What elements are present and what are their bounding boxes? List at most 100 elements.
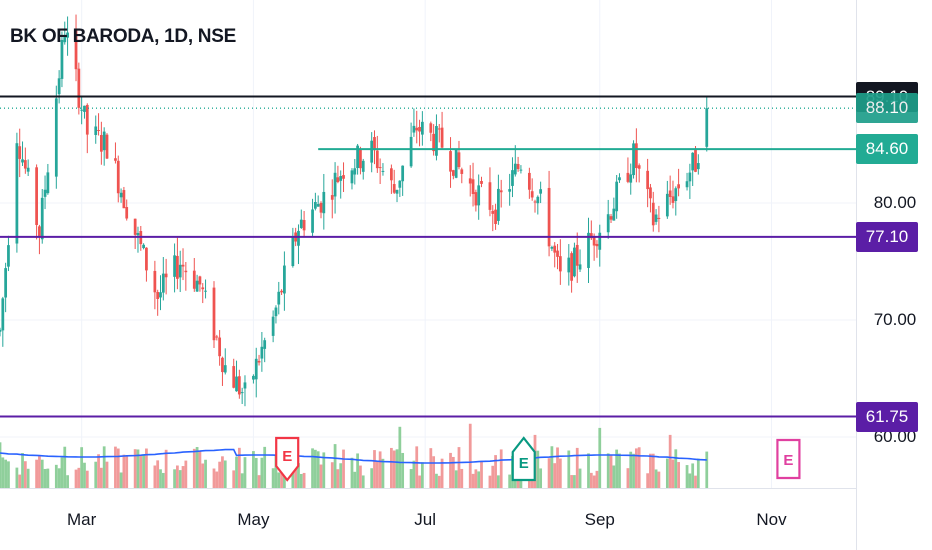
volume-bar — [232, 470, 236, 488]
volume-bar — [440, 458, 444, 488]
candle — [322, 173, 326, 230]
candle-body — [626, 172, 630, 182]
candle-body — [556, 250, 559, 257]
candle-body — [381, 170, 385, 172]
candle-body — [451, 170, 455, 176]
candle-body — [499, 190, 503, 193]
volume-bar — [18, 474, 22, 488]
candle-body — [471, 179, 475, 195]
candle-body — [15, 143, 19, 244]
volume-bar — [547, 458, 551, 488]
candle — [252, 374, 255, 384]
volume-bar — [370, 468, 374, 488]
candle — [77, 62, 81, 115]
candle-body — [530, 191, 534, 198]
candle-body — [595, 243, 599, 247]
candle — [654, 209, 658, 225]
earnings-marker-pink[interactable]: E — [776, 438, 801, 480]
candle-body — [204, 290, 207, 292]
candle-body — [606, 214, 610, 233]
candle — [74, 14, 78, 82]
candle-body — [612, 208, 616, 221]
candle — [139, 225, 143, 251]
candle — [592, 233, 596, 261]
volume-bar — [696, 458, 700, 488]
candle-body — [159, 292, 162, 298]
candle — [192, 258, 196, 292]
earnings-marker-red[interactable]: E — [275, 436, 300, 482]
candle — [598, 224, 602, 267]
candle-body — [192, 270, 196, 289]
candle-body — [671, 196, 675, 203]
candle-body — [449, 151, 452, 172]
earnings-marker-teal[interactable]: E — [511, 436, 536, 482]
candle-body — [99, 135, 103, 152]
candle — [612, 197, 616, 221]
candle — [97, 113, 100, 136]
volume-bar — [609, 455, 613, 488]
candle-body — [252, 375, 255, 380]
candle-body — [38, 226, 41, 237]
candle-body — [322, 191, 326, 214]
candle — [618, 173, 621, 183]
candle — [215, 334, 219, 341]
candle-body — [494, 209, 497, 225]
volume-bar — [173, 469, 176, 488]
candle — [412, 108, 416, 137]
candle-body — [409, 136, 413, 167]
volume-bar — [429, 448, 433, 488]
candle — [142, 243, 145, 250]
volume-bar — [319, 464, 323, 488]
volume-bar — [356, 453, 359, 488]
volume-bar — [38, 455, 41, 488]
volume-bar — [471, 473, 475, 488]
volume-bar — [153, 465, 157, 488]
volume-bar — [499, 449, 503, 488]
candle — [18, 128, 22, 178]
candle-body — [319, 202, 323, 213]
candle — [116, 155, 120, 203]
volume-bar — [336, 469, 340, 488]
candle-body — [156, 292, 160, 299]
candle — [626, 157, 630, 184]
candle-body — [440, 127, 444, 148]
candle-body — [654, 214, 658, 222]
volume-bar — [688, 473, 692, 488]
volume-bar — [359, 465, 362, 488]
candle-body — [125, 207, 129, 219]
candle-body — [488, 182, 492, 210]
volume-bar — [322, 452, 326, 488]
candle-body — [63, 35, 67, 43]
candle-body — [657, 217, 661, 219]
candle — [260, 332, 264, 372]
volume-bar — [654, 469, 658, 488]
candle-body — [212, 287, 216, 341]
candle-body — [651, 202, 655, 226]
candle — [221, 356, 224, 386]
candle-body — [153, 270, 157, 293]
candle — [378, 158, 382, 184]
candle-body — [587, 232, 590, 268]
candle-body — [223, 365, 227, 373]
candle — [161, 257, 165, 301]
candle-body — [519, 169, 523, 171]
volume-bar — [398, 426, 402, 488]
candle — [350, 168, 354, 190]
price-badge-purple: 77.10 — [856, 221, 918, 252]
candle — [195, 274, 199, 292]
horizontal-levels[interactable] — [0, 95, 856, 418]
candle-body — [497, 188, 500, 221]
candle — [240, 387, 244, 404]
candle-body — [578, 264, 582, 270]
candle-body — [181, 264, 185, 267]
price-tick-label: 70.00 — [873, 310, 917, 329]
candle — [114, 142, 117, 164]
candle-body — [40, 197, 44, 240]
candle-body — [201, 287, 205, 290]
candle-body — [133, 218, 137, 235]
candle-body — [342, 175, 345, 179]
candle — [539, 181, 543, 204]
